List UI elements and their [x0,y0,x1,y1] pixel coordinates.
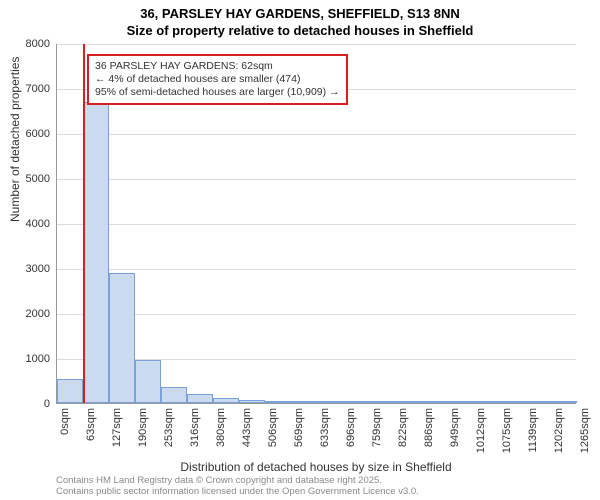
bar [369,401,394,403]
x-tick: 190sqm [137,408,149,447]
x-tick: 1012sqm [475,408,487,453]
x-tick: 633sqm [319,408,331,447]
x-tick: 1265sqm [579,408,591,453]
attribution: Contains HM Land Registry data © Crown c… [56,476,419,498]
x-tick: 506sqm [267,408,279,447]
bar [57,379,82,403]
y-tick: 2000 [6,308,50,320]
annotation-line-1: 36 PARSLEY HAY GARDENS: 62sqm [95,60,340,73]
x-tick: 0sqm [59,408,71,435]
annotation-line-3: 95% of semi-detached houses are larger (… [95,86,340,99]
attribution-line-2: Contains public sector information licen… [56,487,419,498]
x-tick: 380sqm [215,408,227,447]
subject-marker-line [83,44,85,403]
x-tick: 1075sqm [501,408,513,453]
bar [473,401,498,403]
y-tick: 5000 [6,173,50,185]
x-tick: 696sqm [345,408,357,447]
bar [213,398,238,403]
y-tick: 4000 [6,218,50,230]
bar [317,401,342,403]
y-tick: 7000 [6,83,50,95]
bar [239,400,264,403]
bar [161,387,186,403]
annotation-line-2: ← 4% of detached houses are smaller (474… [95,73,340,86]
bar [421,401,446,403]
bar [83,102,108,403]
bar [265,401,290,403]
x-tick: 443sqm [241,408,253,447]
x-tick: 316sqm [189,408,201,447]
x-tick: 949sqm [449,408,461,447]
x-tick: 127sqm [111,408,123,447]
y-tick: 8000 [6,38,50,50]
bar [187,394,212,403]
bar [551,401,576,403]
bar [291,401,316,403]
x-tick: 1139sqm [527,408,539,452]
bar [135,360,160,403]
annotation-box: 36 PARSLEY HAY GARDENS: 62sqm ← 4% of de… [87,54,348,105]
y-tick: 0 [6,398,50,410]
x-tick: 569sqm [293,408,305,447]
bar [109,273,134,403]
bar [343,401,368,403]
x-tick: 822sqm [397,408,409,447]
bar [525,401,550,403]
plot-area: 36 PARSLEY HAY GARDENS: 62sqm ← 4% of de… [56,44,576,404]
x-tick: 63sqm [85,408,97,441]
x-tick: 253sqm [163,408,175,447]
y-tick: 6000 [6,128,50,140]
y-tick: 1000 [6,353,50,365]
bar [447,401,472,403]
x-axis-label: Distribution of detached houses by size … [56,460,576,474]
x-tick: 759sqm [371,408,383,447]
x-tick: 886sqm [423,408,435,447]
page-title: 36, PARSLEY HAY GARDENS, SHEFFIELD, S13 … [0,0,600,21]
y-tick: 3000 [6,263,50,275]
bar [499,401,524,403]
bar [395,401,420,403]
x-tick: 1202sqm [553,408,565,453]
page-subtitle: Size of property relative to detached ho… [0,21,600,38]
